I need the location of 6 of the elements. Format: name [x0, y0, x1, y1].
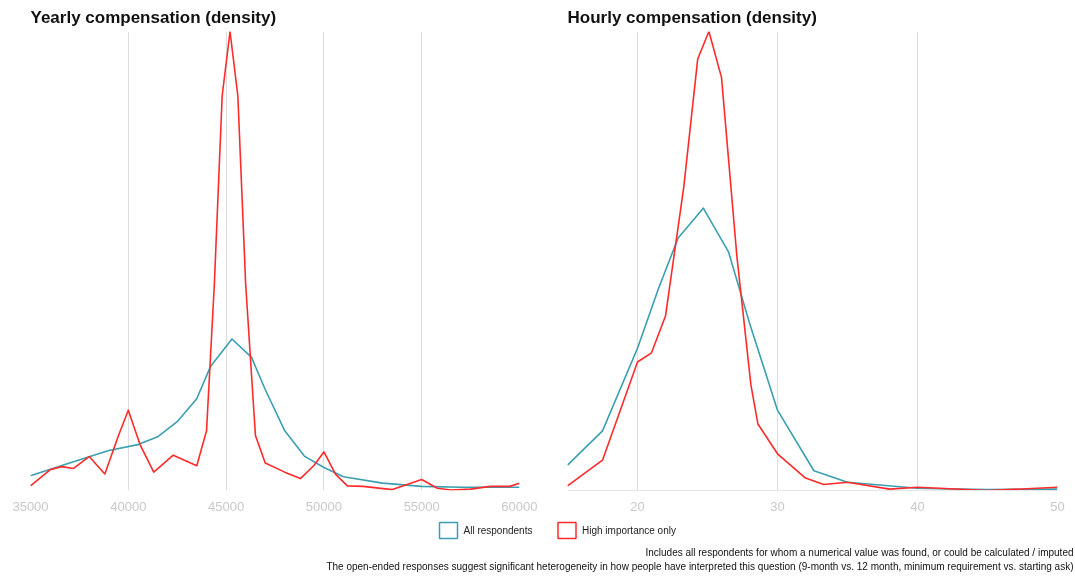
legend-label: All respondents — [463, 525, 533, 536]
legend-label: High importance only — [582, 525, 676, 536]
text: Includes all respondents for whom a numerical value was found, or could be calculated / imputed — [645, 547, 1074, 558]
chart-title: Hourly compensation (density) — [567, 7, 817, 27]
text: The open-ended responses suggest significant heterogeneity in how people have interpreted this question (9-month vs. 12 month, minimum requirement vs. starting ask) — [326, 561, 1074, 572]
chart-title: Yearly compensation (density) — [30, 7, 277, 27]
